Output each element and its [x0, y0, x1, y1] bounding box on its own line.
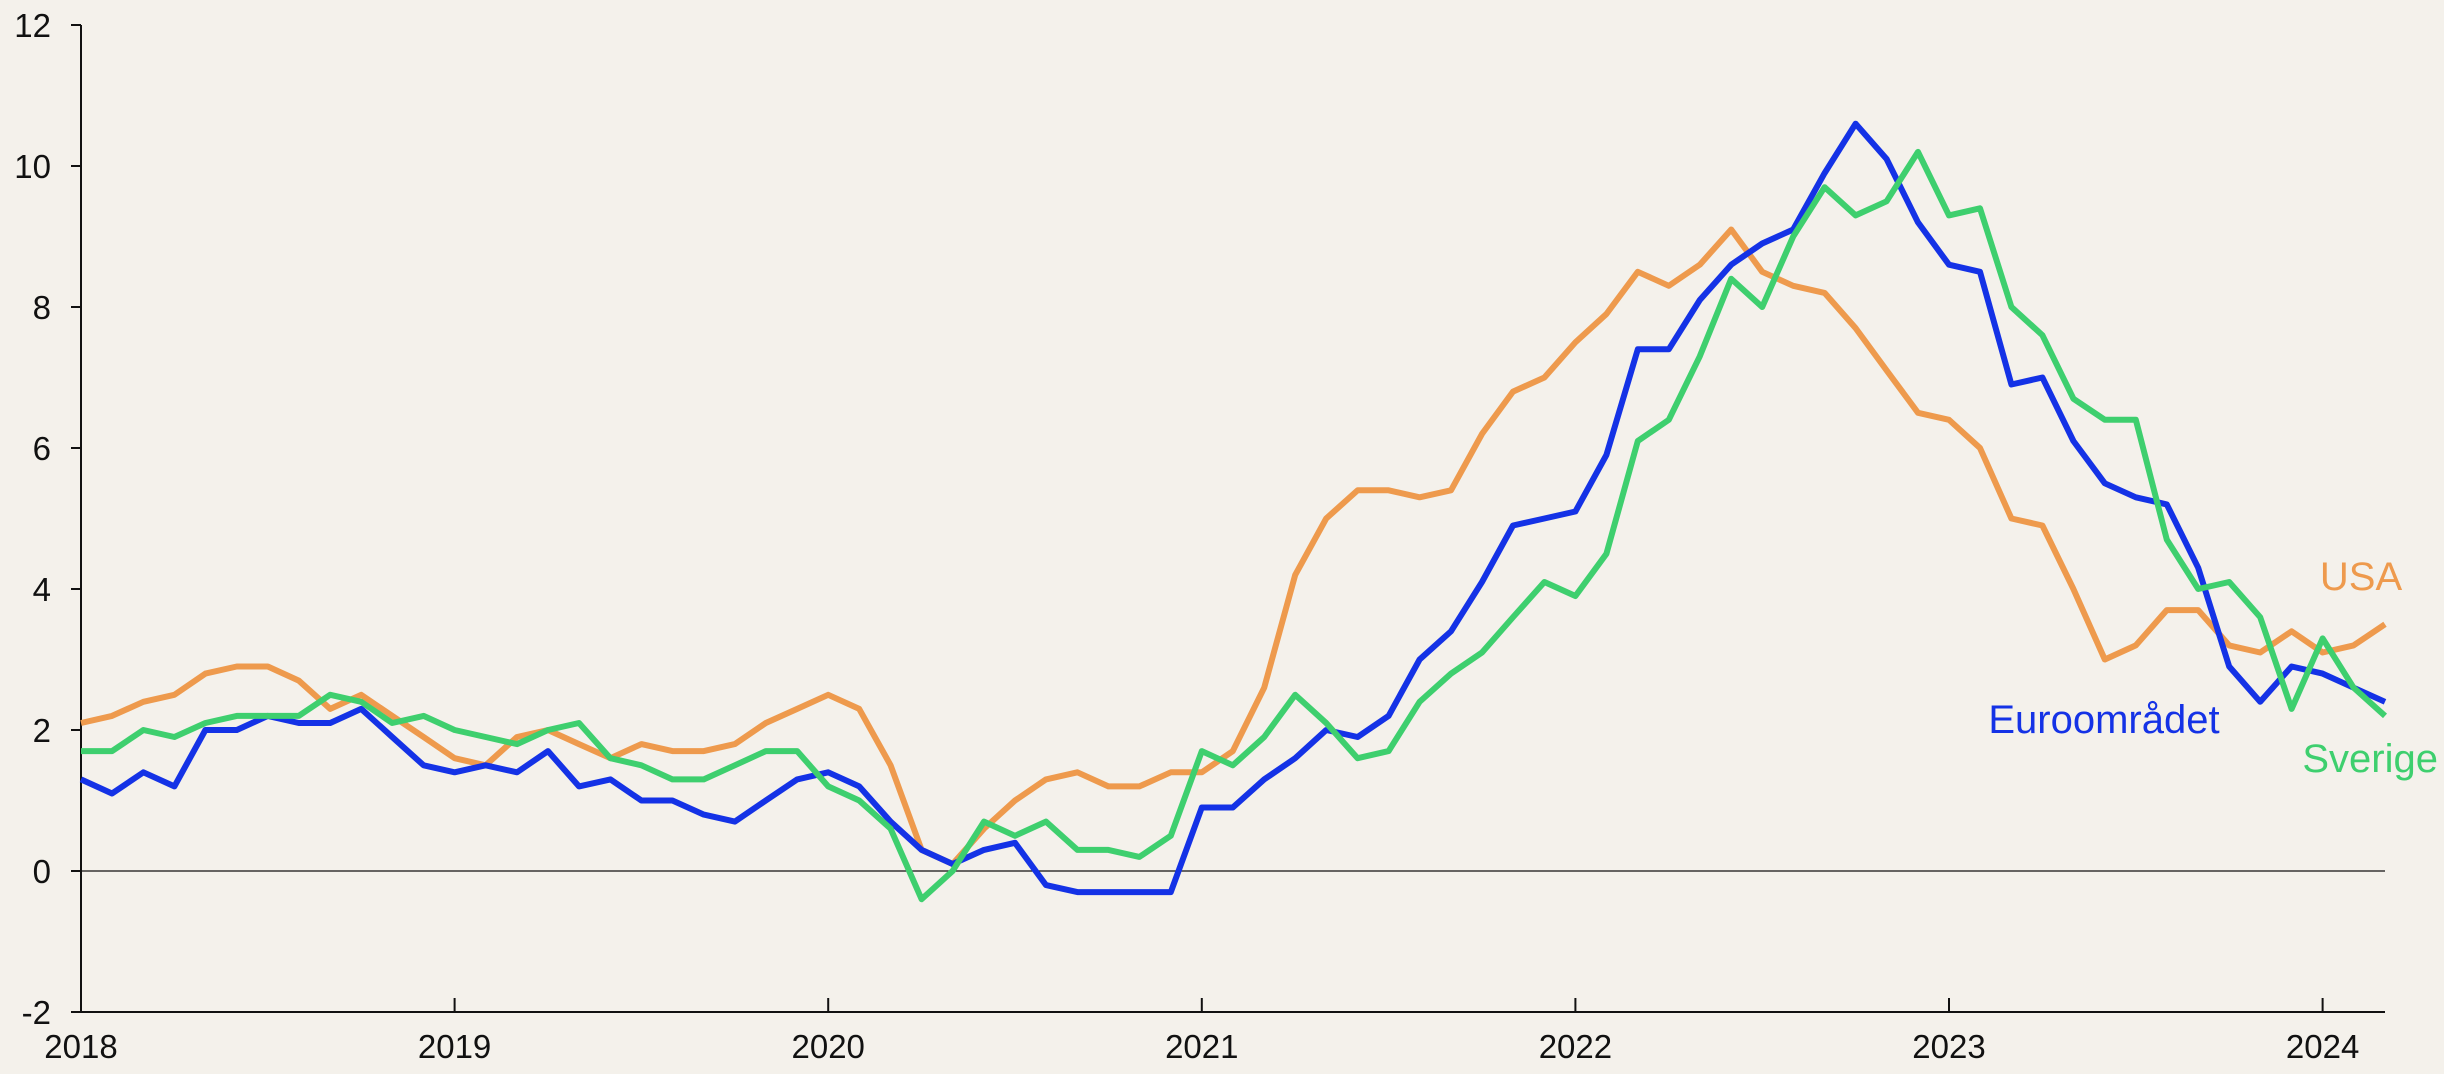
x-tick-label: 2018 [44, 1028, 117, 1065]
x-tick-label: 2020 [791, 1028, 864, 1065]
x-tick-label: 2022 [1539, 1028, 1612, 1065]
y-tick-label: 10 [14, 148, 51, 185]
y-tick-label: 8 [33, 289, 51, 326]
y-tick-label: 12 [14, 7, 51, 44]
x-tick-label: 2023 [1912, 1028, 1985, 1065]
series-label: Sverige [2302, 737, 2438, 781]
y-tick-label: 2 [33, 712, 51, 749]
y-tick-label: 4 [33, 571, 51, 608]
x-tick-label: 2021 [1165, 1028, 1238, 1065]
series-line [79, 120, 2387, 896]
series-line [81, 148, 2388, 903]
series-label: USA [2320, 555, 2403, 599]
x-tick-label: 2019 [418, 1028, 491, 1065]
x-tick-label: 2024 [2286, 1028, 2359, 1065]
y-tick-label: -2 [22, 994, 51, 1031]
series-line [80, 226, 2387, 867]
y-tick-label: 6 [33, 430, 51, 467]
y-tick-label: 0 [33, 853, 51, 890]
series-label: Euroområdet [1988, 698, 2219, 742]
